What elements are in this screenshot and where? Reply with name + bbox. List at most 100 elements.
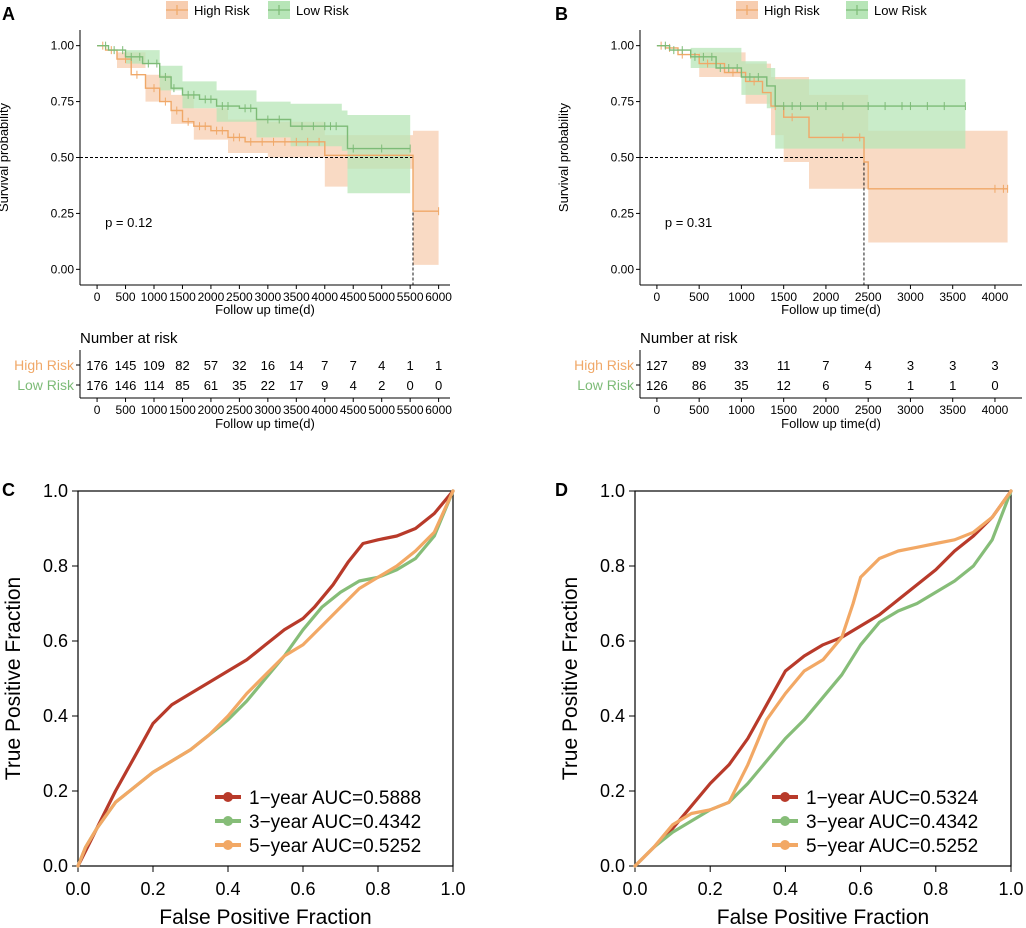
3-year-legend-label: 3−year AUC=0.4342 [806, 812, 978, 833]
y-tick-label: 0.8 [43, 556, 68, 576]
x-axis-title: False Positive Fraction [717, 906, 929, 928]
x-tick-label: 3000 [254, 290, 281, 304]
x-tick-label: 3000 [897, 290, 924, 304]
x-tick-label: 4500 [340, 290, 367, 304]
risk-x-tick-label: 1000 [728, 403, 755, 417]
risk-x-tick-label: 3500 [939, 403, 966, 417]
y-tick-label: 0.2 [600, 781, 625, 801]
high-risk-count: 16 [261, 358, 275, 373]
low-risk-count: 35 [734, 378, 748, 393]
risk-x-tick-label: 5500 [397, 403, 424, 417]
high-risk-count: 3 [991, 358, 998, 373]
x-tick-label: 0 [94, 290, 101, 304]
panel-label: A [2, 4, 15, 24]
3-year-roc-curve [76, 489, 455, 868]
x-tick-label: 500 [116, 290, 136, 304]
low-risk-count: 126 [646, 378, 668, 393]
panel-label: D [555, 480, 568, 500]
low-risk-count: 5 [865, 378, 872, 393]
1-year-roc-curve [633, 489, 1013, 868]
plot-frame [634, 490, 1012, 867]
low-risk-count: 17 [289, 378, 303, 393]
low-risk-count: 1 [907, 378, 914, 393]
y-axis-title: True Positive Fraction [2, 577, 25, 780]
p-value: p = 0.12 [105, 215, 152, 230]
low-risk-count: 86 [692, 378, 706, 393]
risk-table-title: Number at risk [640, 330, 738, 347]
x-tick-label: 0.2 [698, 879, 723, 899]
risk-x-tick-label: 500 [689, 403, 709, 417]
risk-x-tick-label: 4500 [340, 403, 367, 417]
high-risk-survival-curve [656, 45, 1008, 190]
high-risk-count: 14 [289, 358, 303, 373]
high-risk-row-label: High Risk [14, 357, 75, 373]
high-risk-count: 1 [435, 358, 442, 373]
high-risk-count: 7 [321, 358, 328, 373]
y-tick-label: 0.0 [600, 856, 625, 876]
high-risk-count: 32 [232, 358, 246, 373]
1-year-roc-curve [76, 489, 455, 868]
low-risk-confidence-band [656, 45, 966, 149]
x-tick-label: 0.4 [215, 879, 240, 899]
high-risk-count: 7 [822, 358, 829, 373]
high-risk-count: 33 [734, 358, 748, 373]
x-tick-label: 2500 [226, 290, 253, 304]
x-tick-label: 1000 [141, 290, 168, 304]
high-risk-count: 89 [692, 358, 706, 373]
1-year-legend-marker [223, 792, 233, 802]
high-risk-count: 4 [865, 358, 872, 373]
high-risk-row-label: High Risk [574, 357, 635, 373]
y-tick-label: 0.25 [611, 206, 635, 220]
x-tick-label: 3500 [283, 290, 310, 304]
high-risk-count: 4 [378, 358, 385, 373]
low-risk-count: 22 [261, 378, 275, 393]
high-risk-count: 11 [777, 358, 791, 373]
risk-x-tick-label: 1500 [169, 403, 196, 417]
x-tick-label: 0.8 [923, 879, 948, 899]
low-risk-confidence-band [97, 45, 411, 194]
x-tick-label: 0.2 [140, 879, 165, 899]
3-year-roc-curve [633, 489, 1013, 868]
low-risk-count: 146 [115, 378, 137, 393]
3-year-legend-marker [780, 816, 790, 826]
risk-x-tick-label: 0 [654, 403, 661, 417]
low-risk-count: 6 [822, 378, 829, 393]
x-tick-label: 6000 [425, 290, 452, 304]
5-year-legend-label: 5−year AUC=0.5252 [806, 836, 978, 857]
low-risk-count: 9 [321, 378, 328, 393]
risk-x-tick-label: 2500 [855, 403, 882, 417]
1-year-legend-marker [780, 792, 790, 802]
low-risk-count: 4 [350, 378, 357, 393]
x-tick-label: 0.4 [773, 879, 798, 899]
y-tick-label: 0.0 [43, 856, 68, 876]
x-tick-label: 0.6 [290, 879, 315, 899]
y-tick-label: 0.75 [611, 95, 635, 109]
high-risk-confidence-band [97, 45, 439, 265]
x-tick-label: 1500 [169, 290, 196, 304]
5-year-roc-curve [76, 489, 455, 868]
high-risk-count: 1 [407, 358, 414, 373]
x-tick-label: 1000 [728, 290, 755, 304]
risk-x-tick-label: 2000 [198, 403, 225, 417]
high-risk-count: 3 [907, 358, 914, 373]
x-axis-title: Follow up time(d) [781, 302, 881, 317]
low-risk-count: 35 [232, 378, 246, 393]
risk-x-tick-label: 5000 [368, 403, 395, 417]
low-risk-legend-label: Low Risk [296, 3, 349, 18]
risk-x-tick-label: 3000 [254, 403, 281, 417]
risk-x-tick-label: 2000 [813, 403, 840, 417]
x-tick-label: 1500 [770, 290, 797, 304]
y-tick-label: 1.0 [600, 481, 625, 501]
3-year-legend-marker [223, 816, 233, 826]
x-tick-label: 0.6 [848, 879, 873, 899]
low-risk-count: 61 [204, 378, 218, 393]
risk-x-tick-label: 1500 [770, 403, 797, 417]
risk-table-title: Number at risk [80, 330, 178, 347]
y-tick-label: 0.6 [43, 631, 68, 651]
x-tick-label: 0.0 [622, 879, 647, 899]
high-risk-count: 176 [86, 358, 108, 373]
low-risk-count: 2 [378, 378, 385, 393]
x-tick-label: 2000 [813, 290, 840, 304]
3-year-legend-label: 3−year AUC=0.4342 [249, 812, 421, 833]
